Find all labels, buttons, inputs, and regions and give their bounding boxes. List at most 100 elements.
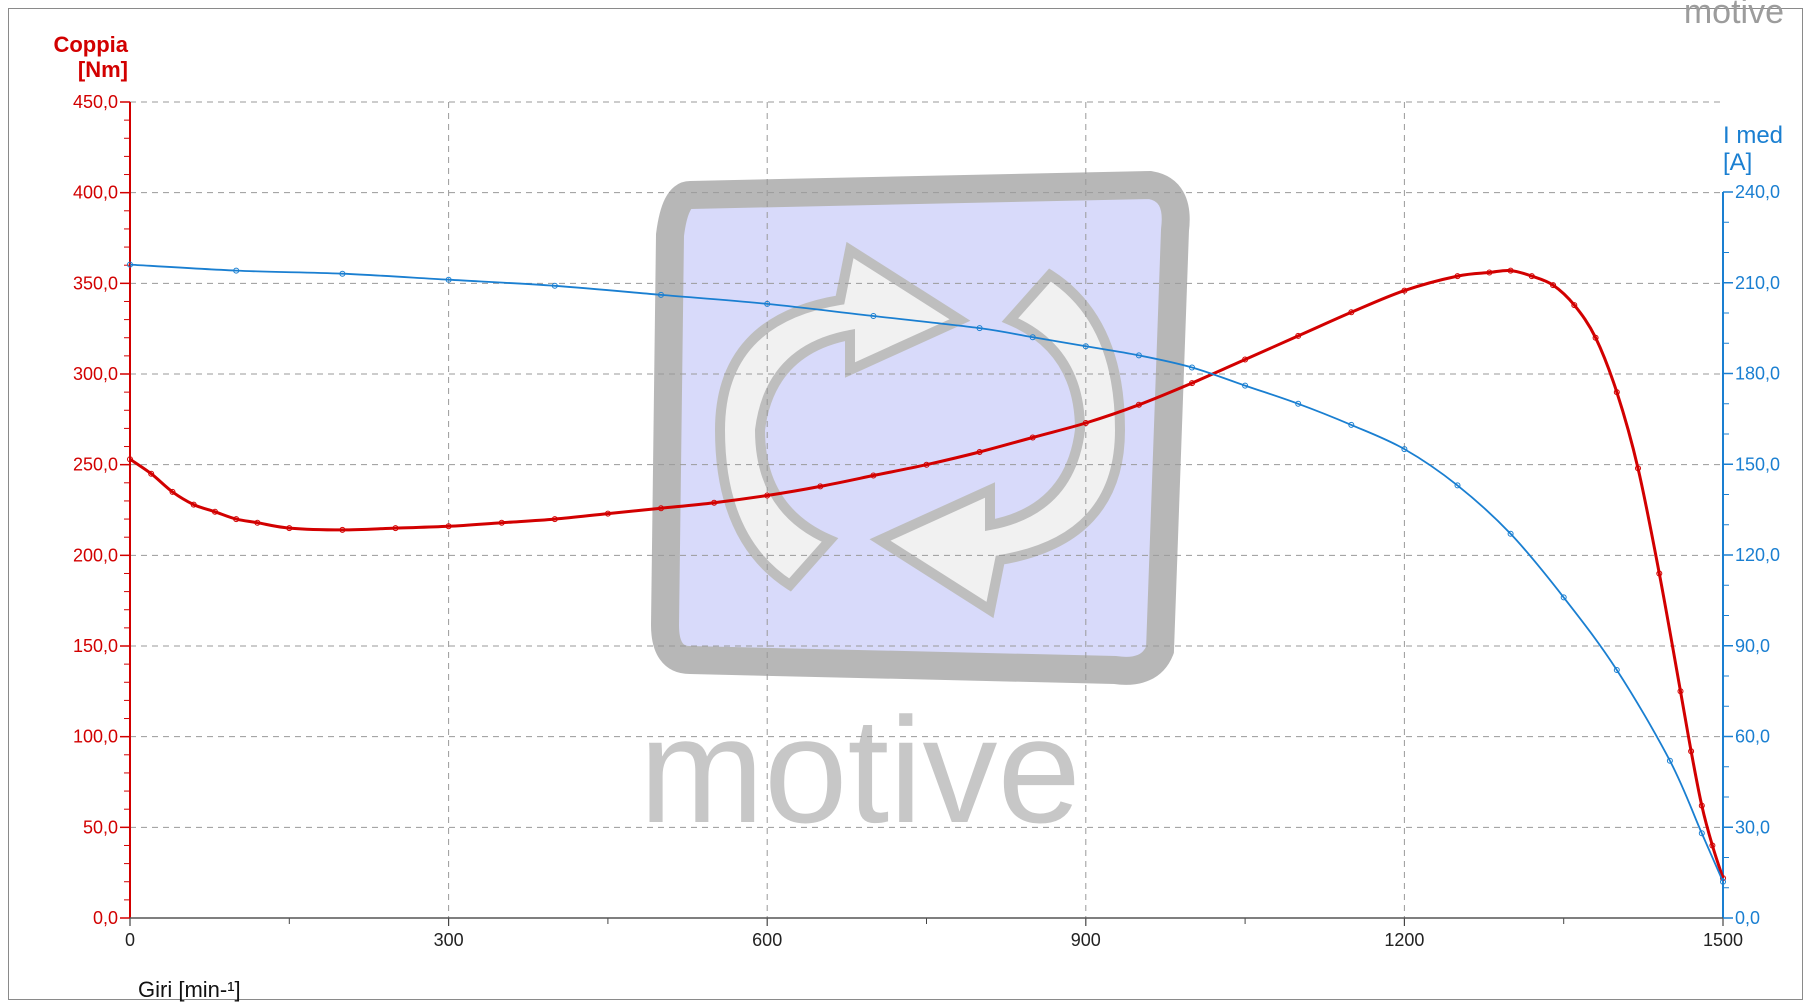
torque-point (1677, 688, 1684, 695)
right-axis-label: I med [A] (1723, 122, 1783, 176)
torque-point (1486, 269, 1493, 276)
current-point (127, 261, 133, 268)
current-point (1295, 400, 1302, 407)
torque-point (212, 508, 218, 515)
current-point (1666, 757, 1673, 764)
torque-point (1688, 748, 1695, 755)
torque-point (1401, 287, 1408, 294)
left-axis-label: Coppia [Nm] (44, 32, 128, 82)
torque-point (233, 516, 240, 523)
torque-point (1082, 420, 1089, 426)
current-point (1401, 446, 1408, 453)
torque-point (1295, 332, 1302, 339)
torque-point (445, 523, 452, 530)
torque-point (286, 525, 293, 532)
torque-point (169, 488, 176, 495)
brand-text: motive (1683, 0, 1784, 31)
left-axis-label-line1: Coppia (53, 32, 128, 57)
current-point (551, 282, 558, 289)
torque-point (1698, 802, 1705, 809)
torque-point (658, 505, 664, 512)
torque-point (817, 483, 824, 490)
left-tick-label: 350,0 (73, 273, 118, 293)
torque-point (1348, 309, 1355, 316)
left-tick-label: 150,0 (73, 636, 118, 656)
torque-point (1189, 380, 1195, 387)
current-point (976, 325, 983, 332)
right-tick-label: 120,0 (1735, 545, 1780, 565)
torque-point (711, 499, 718, 506)
current-point (1698, 830, 1705, 837)
torque-point (1029, 434, 1036, 441)
x-tick-label: 600 (752, 930, 782, 950)
current-point (1242, 382, 1249, 389)
x-axis-label: Giri [min-¹] (138, 977, 241, 1002)
x-tick-label: 1500 (1703, 930, 1743, 950)
right-tick-label: 0,0 (1735, 908, 1760, 928)
left-tick-label: 100,0 (73, 727, 118, 747)
left-tick-label: 300,0 (73, 364, 118, 384)
current-point (233, 267, 240, 274)
left-tick-label: 400,0 (73, 183, 118, 203)
torque-point (148, 470, 155, 477)
torque-point (1635, 465, 1641, 472)
torque-point (764, 492, 771, 499)
current-point (870, 313, 877, 319)
torque-point (1592, 334, 1599, 341)
left-tick-label: 200,0 (73, 545, 118, 565)
torque-point (1135, 401, 1142, 408)
right-tick-label: 90,0 (1735, 636, 1770, 656)
torque-point (1454, 273, 1461, 280)
current-point (445, 276, 452, 283)
torque-point (870, 472, 877, 479)
current-point (1720, 878, 1726, 885)
torque-point (1550, 282, 1557, 289)
torque-point (392, 525, 399, 532)
current-point (339, 270, 346, 277)
left-axis-label-line2: [Nm] (77, 57, 128, 82)
left-tick-label: 50,0 (83, 817, 118, 837)
current-point (764, 300, 771, 307)
torque-point (127, 456, 133, 463)
watermark-text: motive (639, 686, 1081, 854)
x-tick-label: 0 (125, 930, 135, 950)
torque-point (1571, 302, 1578, 309)
right-tick-label: 150,0 (1735, 454, 1780, 474)
right-tick-label: 180,0 (1735, 364, 1780, 384)
right-axis-label-line1: I med (1723, 122, 1784, 149)
x-tick-label: 1200 (1384, 930, 1424, 950)
torque-line (129, 268, 1725, 879)
left-tick-label: 450,0 (73, 92, 118, 112)
x-tick-label: 300 (434, 930, 464, 950)
current-point (1082, 343, 1089, 350)
torque-point (551, 516, 558, 523)
current-point (1560, 594, 1567, 601)
current-point (1454, 482, 1461, 489)
right-axis-label-line2: [A] (1723, 149, 1753, 176)
torque-point (339, 526, 346, 533)
right-tick-label: 60,0 (1735, 727, 1770, 747)
current-point (1507, 530, 1514, 537)
torque-point (923, 461, 930, 468)
torque-point (254, 519, 261, 526)
x-tick-label: 900 (1071, 930, 1101, 950)
torque-point (1528, 273, 1535, 280)
current-point (1135, 352, 1142, 359)
torque-point (1242, 356, 1249, 363)
torque-point (1613, 389, 1620, 396)
current-point (1348, 421, 1355, 428)
left-tick-label: 250,0 (73, 455, 118, 475)
torque-point (1656, 570, 1663, 577)
torque-point (604, 510, 611, 517)
right-tick-label: 30,0 (1735, 817, 1770, 837)
torque-point (190, 501, 197, 508)
torque-point (1709, 842, 1716, 849)
current-line (129, 263, 1724, 883)
current-point (1029, 334, 1036, 341)
left-tick-label: 0,0 (93, 908, 118, 928)
torque-point (1507, 267, 1514, 274)
current-point (1189, 364, 1195, 371)
current-point (1613, 667, 1620, 673)
torque-point (976, 449, 983, 455)
